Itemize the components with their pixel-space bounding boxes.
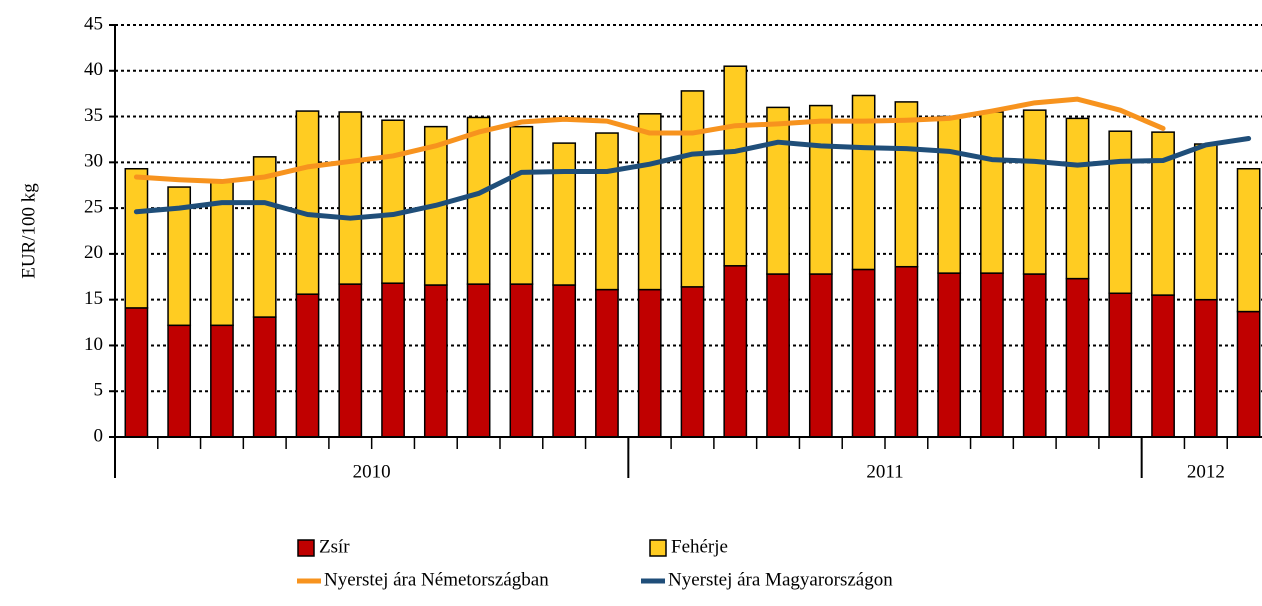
x-group-label: 2010 <box>353 461 391 482</box>
bar <box>338 111 363 285</box>
legend-label: Nyerstej ára Németországban <box>324 569 549 590</box>
bar <box>295 110 320 295</box>
legend-label: Fehérje <box>671 536 728 557</box>
y-tick-label: 35 <box>84 105 103 126</box>
bar <box>1108 130 1133 295</box>
y-tick-label: 45 <box>84 13 103 34</box>
bar <box>1022 109 1047 275</box>
legend-label: Nyerstej ára Magyarországon <box>668 569 893 590</box>
y-tick-label: 20 <box>84 242 103 263</box>
bar <box>851 268 876 438</box>
y-tick-label: 30 <box>84 151 103 172</box>
bar <box>766 106 790 275</box>
bar <box>723 65 748 267</box>
bar <box>851 94 876 271</box>
bar <box>1151 131 1175 296</box>
bar <box>595 288 619 438</box>
bar <box>252 156 277 318</box>
bar <box>680 90 705 288</box>
bar <box>466 116 491 285</box>
bar <box>124 167 149 309</box>
bar <box>552 142 577 286</box>
bar <box>1193 143 1218 301</box>
bar <box>210 324 234 438</box>
y-tick-label: 5 <box>94 380 104 401</box>
bar <box>980 272 1004 438</box>
bar <box>124 307 149 438</box>
bar <box>1022 273 1047 438</box>
bar <box>1236 310 1261 438</box>
bar <box>766 273 790 438</box>
legend-label: Zsír <box>319 536 350 557</box>
bar <box>723 265 748 438</box>
bar <box>1151 294 1175 438</box>
bar <box>808 104 833 275</box>
bar <box>1193 298 1218 438</box>
bar <box>637 288 662 438</box>
x-group-label: 2011 <box>866 461 903 482</box>
bar <box>167 186 192 327</box>
bar <box>894 101 919 268</box>
bar <box>338 283 363 438</box>
bar <box>680 286 705 438</box>
bar <box>423 284 448 438</box>
bar <box>637 113 662 291</box>
bar <box>1236 167 1261 313</box>
legend-swatch <box>649 539 667 557</box>
y-tick-label: 15 <box>84 288 103 309</box>
bar <box>295 293 320 438</box>
bar <box>937 115 962 274</box>
line <box>133 136 1252 221</box>
x-group-label: 2012 <box>1187 461 1225 482</box>
y-tick-label: 0 <box>94 425 104 446</box>
bar <box>595 132 619 291</box>
y-tick-label: 40 <box>84 59 103 80</box>
bar <box>381 119 405 284</box>
bar <box>509 283 534 438</box>
y-tick-label: 10 <box>84 334 103 355</box>
bar <box>1065 117 1090 280</box>
line <box>133 96 1166 185</box>
bar <box>937 272 962 438</box>
bar <box>808 273 833 438</box>
bar <box>381 282 405 438</box>
y-axis-label: EUR/100 kg <box>18 183 39 279</box>
bar <box>252 316 277 438</box>
bar <box>466 283 491 438</box>
bar <box>167 324 192 438</box>
legend-swatch <box>297 539 315 557</box>
bar <box>1065 277 1090 438</box>
y-tick-label: 25 <box>84 196 103 217</box>
bar <box>894 265 919 438</box>
bar <box>509 125 534 285</box>
bar <box>980 111 1004 274</box>
bar <box>1108 292 1133 438</box>
bar <box>552 284 577 438</box>
